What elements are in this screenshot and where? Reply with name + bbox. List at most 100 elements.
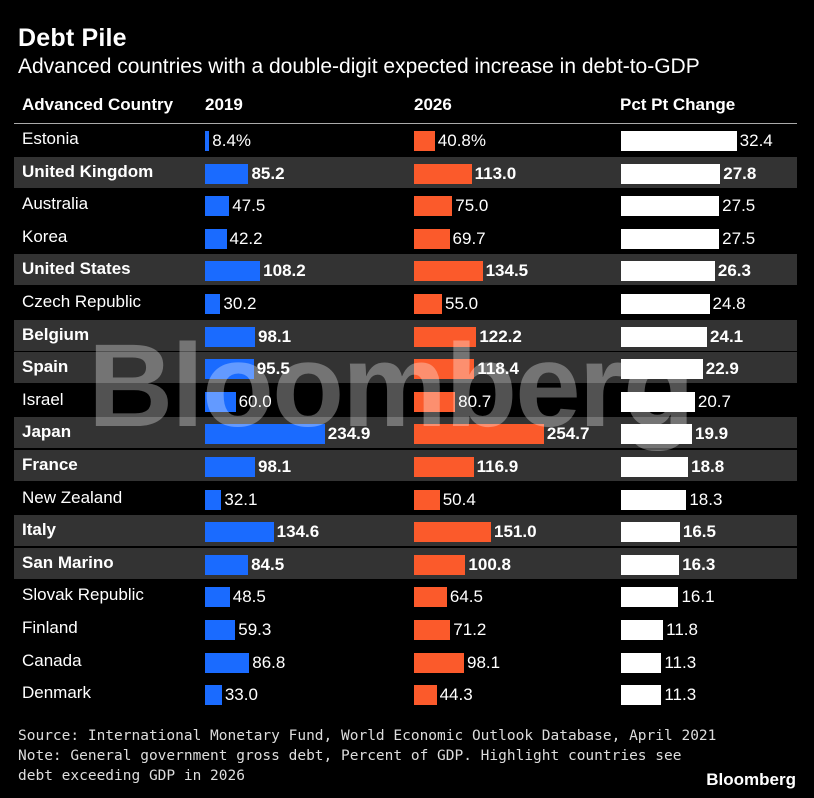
source-note: Source: International Monetary Fund, Wor… [18, 728, 717, 744]
table-row: Czech Republic 30.2 55.0 24.8 [14, 287, 797, 318]
debt-2019-label: 48.5 [232, 587, 266, 607]
pct-change-label: 11.8 [666, 620, 698, 639]
table-row: Korea 42.2 69.7 27.5 [14, 222, 797, 253]
debt-2019-bar [205, 424, 325, 445]
country-label: Spain [22, 357, 69, 377]
table-row: United States 108.2 134.5 26.3 [14, 254, 797, 286]
country-label: Estonia [22, 129, 79, 148]
pct-change-bar [621, 196, 720, 217]
debt-2019-label: 47.5 [232, 196, 266, 216]
pct-change-label: 32.4 [739, 131, 773, 150]
pct-change-label: 18.3 [689, 489, 723, 509]
debt-2026-bar [414, 457, 474, 477]
table-row: Italy 134.6 151.0 16.5 [14, 515, 797, 547]
country-label: Australia [22, 194, 89, 214]
debt-2026-bar [414, 424, 544, 445]
debt-2026-label: 122.2 [479, 326, 522, 346]
debt-2026-label: 40.8% [437, 131, 486, 150]
table-row: Israel 60.0 80.7 20.7 [14, 385, 797, 416]
pct-change-bar [621, 294, 710, 314]
note-line: Note: General government gross debt, Per… [18, 748, 682, 764]
debt-2026-bar [414, 554, 466, 575]
debt-2026-label: 75.0 [455, 196, 489, 216]
country-label: Finland [22, 618, 78, 637]
pct-change-bar [621, 326, 708, 347]
debt-2026-bar [414, 685, 437, 706]
debt-2026-label: 98.1 [467, 652, 501, 672]
debt-2026-label: 50.4 [442, 489, 476, 509]
debt-2019-bar [205, 196, 230, 217]
pct-change-label: 27.5 [722, 228, 756, 248]
debt-2026-bar [414, 131, 435, 151]
debt-2019-bar [205, 359, 254, 380]
debt-2019-label: 33.0 [224, 685, 258, 705]
debt-2026-bar [414, 620, 451, 640]
table-row: Estonia 8.4% 40.8% 32.4 [14, 124, 797, 155]
column-header-2019: 2019 [205, 95, 243, 114]
debt-2026-bar [414, 163, 472, 184]
debt-2019-bar [205, 131, 210, 151]
country-label: Denmark [22, 683, 91, 703]
debt-2026-label: 118.4 [477, 359, 519, 379]
debt-2019-label: 42.2 [229, 228, 263, 248]
country-label: Czech Republic [22, 292, 142, 311]
country-label: Italy [22, 520, 57, 540]
table-row: Slovak Republic 48.5 64.5 16.1 [14, 580, 797, 611]
debt-2026-label: 64.5 [449, 587, 483, 607]
table-row: Belgium 98.1 122.2 24.1 [14, 319, 797, 351]
country-label: Israel [22, 389, 64, 409]
debt-2019-label: 95.5 [256, 359, 290, 379]
note-line-2: debt exceeding GDP in 2026 [18, 768, 245, 784]
debt-2019-label: 134.6 [276, 522, 320, 542]
debt-2026-label: 254.7 [546, 424, 590, 444]
pct-change-label: 18.8 [691, 457, 725, 476]
table-row: France 98.1 116.9 18.8 [14, 450, 797, 481]
pct-change-bar [621, 261, 715, 282]
pct-change-bar [621, 587, 679, 608]
debt-2019-label: 32.1 [224, 489, 258, 509]
debt-2026-label: 44.3 [439, 685, 473, 705]
debt-2019-bar [205, 228, 227, 249]
debt-2026-label: 113.0 [474, 163, 517, 183]
debt-2019-bar [205, 294, 221, 314]
debt-2019-label: 59.3 [238, 620, 272, 639]
debt-2026-bar [414, 294, 443, 314]
debt-2026-label: 116.9 [476, 457, 519, 476]
debt-2026-bar [414, 326, 477, 347]
debt-2019-label: 60.0 [238, 391, 272, 411]
pct-change-label: 11.3 [664, 685, 697, 705]
table-row: San Marino 84.5 100.8 16.3 [14, 547, 797, 579]
debt-2026-label: 69.7 [452, 228, 486, 248]
pct-change-bar [621, 457, 689, 477]
pct-change-bar [621, 359, 703, 380]
country-label: Belgium [22, 324, 90, 344]
column-header-change: Pct Pt Change [620, 95, 736, 114]
table-row: United Kingdom 85.2 113.0 27.8 [14, 156, 797, 188]
country-label: Korea [22, 226, 68, 246]
debt-2026-label: 134.5 [485, 261, 529, 281]
pct-change-bar [621, 652, 662, 673]
pct-change-bar [621, 163, 721, 184]
table-row: Canada 86.8 98.1 11.3 [14, 646, 797, 677]
table-row: Finland 59.3 71.2 11.8 [14, 613, 797, 644]
header-divider [14, 123, 797, 124]
country-label: Japan [22, 422, 72, 442]
column-header-2026: 2026 [414, 95, 452, 114]
debt-2019-bar [205, 489, 222, 510]
debt-2019-label: 8.4% [212, 131, 252, 150]
debt-2026-bar [414, 228, 450, 249]
pct-change-label: 27.5 [722, 196, 756, 216]
country-label: France [22, 455, 78, 474]
debt-2026-bar [414, 587, 447, 608]
debt-2019-label: 30.2 [223, 294, 257, 313]
country-label: New Zealand [22, 487, 123, 507]
debt-2026-bar [414, 196, 453, 217]
pct-change-label: 16.1 [681, 587, 715, 607]
debt-2019-bar [205, 326, 256, 347]
country-label: United Kingdom [22, 161, 154, 181]
debt-2019-label: 84.5 [251, 554, 285, 574]
debt-2026-bar [414, 522, 491, 543]
debt-2019-bar [205, 163, 249, 184]
table-row: Denmark 33.0 44.3 11.3 [14, 678, 797, 709]
